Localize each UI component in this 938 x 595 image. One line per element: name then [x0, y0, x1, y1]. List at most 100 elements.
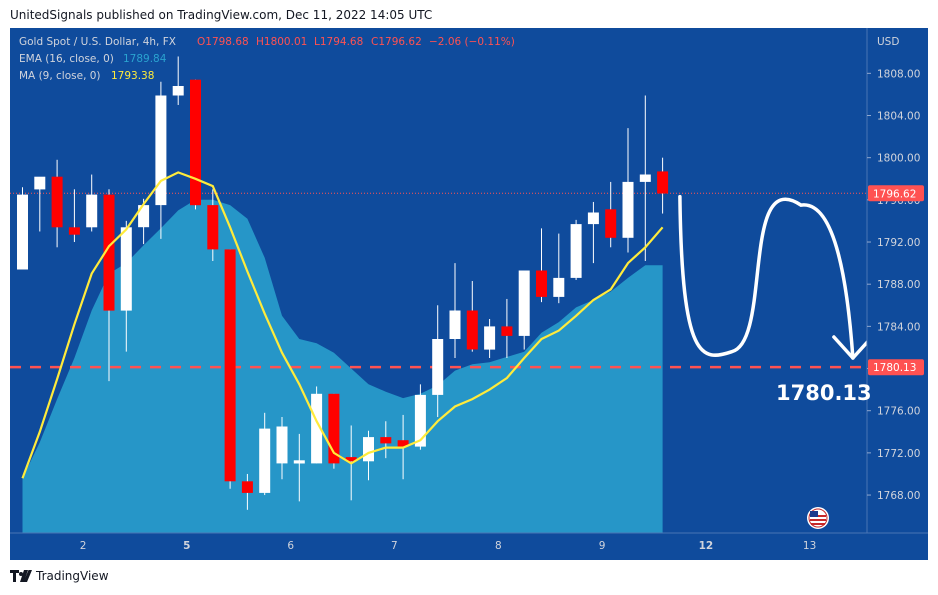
candle-body — [363, 437, 374, 462]
last-price-badge-bg — [868, 185, 924, 202]
y-tick-label: 1800.00 — [877, 153, 920, 165]
candle — [432, 305, 444, 418]
target-price-badge-bg — [868, 359, 924, 376]
candle — [466, 281, 478, 352]
candle-body — [103, 194, 115, 311]
chart-svg: 1768.001772.001776.001780.001784.001788.… — [10, 28, 928, 560]
legend-ma-label: MA (9, close, 0) — [19, 70, 101, 82]
legend-ema-label: EMA (16, close, 0) — [19, 53, 114, 65]
candle-body — [34, 176, 46, 190]
candle-body — [587, 212, 599, 225]
candle — [657, 157, 669, 214]
ema-area-layer — [22, 199, 663, 534]
target-big-label: 1780.13 — [776, 381, 872, 405]
candle — [34, 176, 46, 232]
publisher-line: UnitedSignals published on TradingView.c… — [10, 8, 433, 22]
candle — [224, 249, 236, 489]
candle-body — [432, 339, 444, 395]
candle-body — [172, 86, 184, 96]
candle — [363, 430, 374, 481]
candle — [172, 56, 184, 105]
candle — [328, 393, 340, 469]
candle — [484, 318, 496, 358]
candle — [103, 189, 115, 382]
candle-body — [51, 176, 63, 228]
y-tick-label: 1792.00 — [877, 237, 920, 249]
legend-ma-value: 1793.38 — [111, 70, 154, 82]
candle-body — [259, 428, 271, 493]
candle-body — [138, 205, 150, 228]
candle-body — [345, 457, 357, 462]
x-tick-label: 2 — [80, 540, 87, 552]
projection-arrowhead — [832, 335, 874, 360]
candle-body — [449, 310, 461, 339]
x-tick-label: 5 — [183, 540, 190, 552]
y-tick-label: 1808.00 — [877, 68, 920, 80]
candle-body — [224, 249, 236, 482]
candle-body — [397, 440, 409, 447]
candle — [553, 233, 565, 304]
candle — [311, 386, 323, 464]
footer-brand[interactable]: TradingView — [10, 569, 109, 583]
candle-body — [155, 95, 167, 206]
candle-body — [570, 224, 582, 278]
legend-symbol: Gold Spot / U.S. Dollar, 4h, FX — [19, 36, 176, 48]
y-tick-label: 1776.00 — [877, 406, 920, 418]
candle-body — [293, 460, 305, 464]
candle-body — [328, 393, 340, 464]
y-tick-label: 1784.00 — [877, 321, 920, 333]
chart-area[interactable]: 1768.001772.001776.001780.001784.001788.… — [10, 28, 928, 560]
candle — [639, 95, 651, 261]
candle-body — [68, 227, 80, 235]
candle-body — [380, 437, 392, 444]
candle — [207, 189, 219, 261]
candle-body — [241, 481, 253, 493]
candle — [155, 81, 167, 239]
y-tick-label: 1772.00 — [877, 448, 920, 460]
legend-ema-value: 1789.84 — [123, 53, 167, 65]
candle-body — [414, 394, 426, 447]
candles-layer — [17, 56, 669, 510]
candle — [518, 270, 530, 350]
candle — [120, 220, 132, 352]
legend-change: −2.06 (−0.11%) — [429, 36, 515, 48]
candle — [259, 412, 271, 496]
candle — [51, 159, 63, 248]
candle-body — [311, 393, 323, 464]
candle-body — [536, 270, 547, 297]
candle — [536, 228, 547, 303]
x-tick-label: 13 — [803, 540, 816, 552]
candle — [86, 174, 98, 232]
candle-body — [639, 174, 651, 182]
us-flag-icon[interactable] — [807, 507, 829, 529]
candle — [380, 421, 392, 459]
candle-body — [605, 209, 617, 238]
y-tick-label: 1804.00 — [877, 111, 920, 123]
legend-low: L1794.68 — [314, 36, 363, 48]
candle — [622, 128, 634, 253]
tradingview-logo-icon — [10, 570, 32, 582]
currency-label: USD — [877, 36, 899, 48]
candle-body — [17, 194, 28, 270]
candle — [68, 189, 80, 243]
candle — [190, 79, 201, 210]
last-price-badge: 1796.62 — [873, 188, 916, 200]
candle-body — [276, 426, 288, 464]
candle — [587, 201, 599, 264]
candle — [293, 433, 305, 502]
candle-body — [518, 270, 530, 336]
x-tick-label: 12 — [699, 540, 714, 552]
projection-layer — [678, 194, 874, 360]
candle — [501, 298, 513, 358]
y-tick-label: 1788.00 — [877, 279, 920, 291]
candle-body — [207, 205, 219, 250]
legend-high: H1800.01 — [256, 36, 307, 48]
ma-line-layer — [21, 171, 664, 479]
candle-body — [622, 181, 634, 238]
candle-body — [501, 326, 513, 336]
legend-open: O1798.68 — [197, 36, 249, 48]
ema-area — [22, 199, 663, 534]
candle-body — [466, 310, 478, 350]
candle — [241, 473, 253, 510]
candle-body — [484, 326, 496, 350]
